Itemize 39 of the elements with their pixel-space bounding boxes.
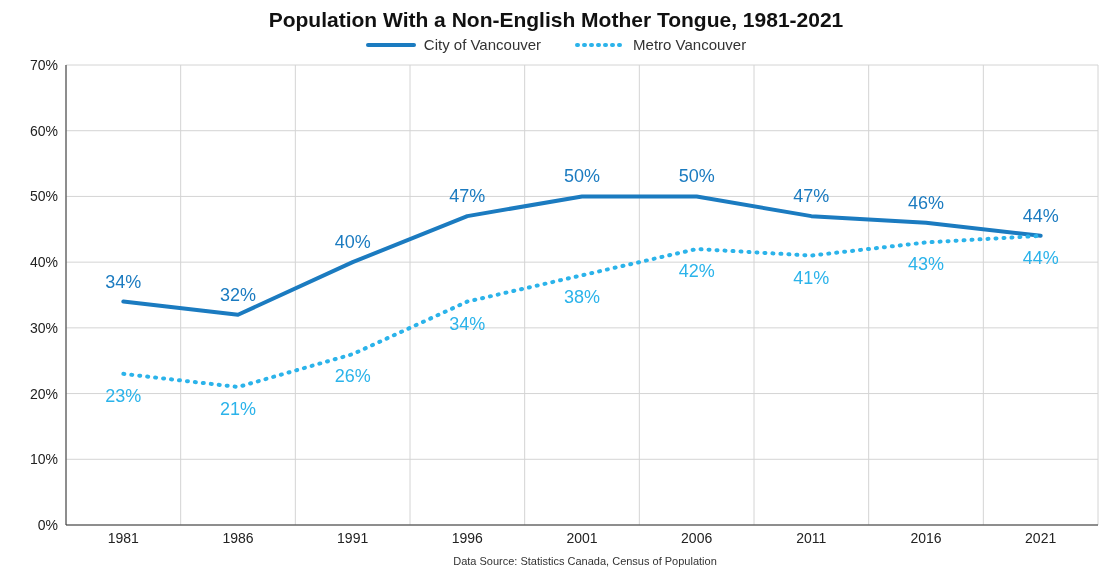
x-tick-label: 1991 bbox=[337, 529, 369, 546]
x-tick-label: 1981 bbox=[107, 529, 140, 546]
y-tick-label: 30% bbox=[29, 319, 58, 336]
data-label: 41% bbox=[793, 267, 830, 288]
data-label: 34% bbox=[105, 271, 142, 292]
y-tick-label: 50% bbox=[29, 188, 58, 205]
data-label: 50% bbox=[678, 166, 715, 187]
data-label: 47% bbox=[449, 186, 486, 207]
data-label: 26% bbox=[334, 366, 371, 387]
x-tick-label: 1996 bbox=[451, 529, 484, 546]
x-tick-label: 1986 bbox=[222, 529, 254, 546]
data-label: 50% bbox=[563, 166, 601, 187]
data-label: 23% bbox=[105, 385, 142, 406]
data-label: 38% bbox=[563, 287, 601, 308]
y-tick-label: 10% bbox=[29, 451, 58, 468]
y-tick-label: 0% bbox=[37, 516, 58, 533]
x-tick-label: 2021 bbox=[1025, 529, 1057, 546]
data-label: 44% bbox=[1022, 205, 1059, 226]
data-label: 42% bbox=[678, 261, 715, 281]
source-note: Data Source: Statistics Canada, Census of Population bbox=[452, 555, 718, 567]
y-tick-label: 60% bbox=[29, 122, 58, 139]
data-label: 46% bbox=[907, 192, 945, 213]
y-tick-label: 70% bbox=[29, 56, 58, 73]
legend-label: Metro Vancouver bbox=[633, 36, 747, 53]
x-tick-label: 2001 bbox=[566, 529, 598, 546]
data-label: 34% bbox=[449, 313, 486, 334]
data-label: 21% bbox=[219, 399, 257, 419]
data-label: 32% bbox=[219, 284, 257, 305]
data-label: 44% bbox=[1022, 247, 1059, 268]
data-label: 43% bbox=[907, 254, 945, 275]
x-tick-label: 2006 bbox=[681, 529, 713, 546]
y-tick-label: 20% bbox=[29, 385, 58, 402]
x-tick-label: 2011 bbox=[796, 529, 827, 546]
data-label: 47% bbox=[793, 186, 830, 207]
chart-title: Population With a Non-English Mother Tongue, 1981-2021 bbox=[267, 8, 845, 32]
y-tick-label: 40% bbox=[29, 254, 58, 271]
data-label: 40% bbox=[334, 232, 371, 253]
legend-label: City of Vancouver bbox=[423, 36, 542, 53]
x-tick-label: 2016 bbox=[910, 529, 942, 546]
